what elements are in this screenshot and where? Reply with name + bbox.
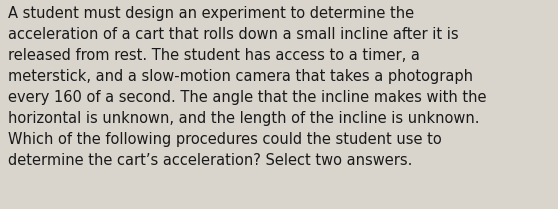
Text: A student must design an experiment to determine the
acceleration of a cart that: A student must design an experiment to d… bbox=[8, 6, 487, 168]
